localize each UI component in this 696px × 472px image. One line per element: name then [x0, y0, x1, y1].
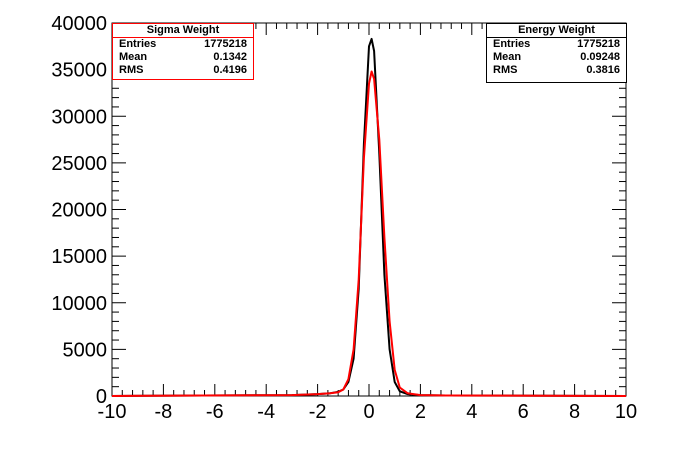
- energy-mean-value: 0.09248: [580, 51, 620, 63]
- energy-entries-row: Entries 1775218: [487, 38, 626, 51]
- sigma-entries-label: Entries: [119, 38, 157, 50]
- sigma-entries-row: Entries 1775218: [113, 38, 253, 51]
- x-tick-label: -10: [98, 401, 127, 423]
- energy-mean-row: Mean 0.09248: [487, 51, 626, 64]
- y-tick-label: 40000: [51, 13, 107, 35]
- y-tick-label: 5000: [63, 339, 108, 361]
- sigma-stats-title: Sigma Weight: [113, 24, 253, 38]
- x-tick-label: 8: [569, 401, 580, 423]
- energy-weight-stats-box: Energy Weight Entries 1775218 Mean 0.092…: [486, 23, 627, 83]
- series-lines: [111, 37, 627, 397]
- y-tick-label: 30000: [51, 106, 107, 128]
- x-tick-label: -4: [257, 401, 275, 423]
- y-tick-label: 15000: [51, 246, 107, 268]
- y-tick-label: 0: [96, 386, 107, 408]
- energy-rms-label: RMS: [493, 64, 518, 76]
- x-tick-label: -6: [206, 401, 224, 423]
- sigma-mean-value: 0.1342: [213, 51, 247, 63]
- energy-stats-title: Energy Weight: [487, 24, 626, 38]
- y-tick-label: 35000: [51, 60, 107, 82]
- sigma-rms-value: 0.4196: [213, 64, 247, 76]
- x-tick-label: -8: [155, 401, 173, 423]
- axis-tick-labels: -10 -8 -6 -4 -2 0 2 4 6 8 10 0 5000 10000 15000 20000 25…: [51, 13, 637, 423]
- energy-entries-label: Entries: [493, 38, 531, 50]
- sigma-mean-label: Mean: [119, 51, 148, 63]
- sigma-weight-stats-box: Sigma Weight Entries 1775218 Mean 0.1342…: [112, 23, 254, 80]
- energy-entries-value: 1775218: [577, 38, 620, 50]
- x-tick-label: 6: [518, 401, 529, 423]
- series-line-sigma-weight: [111, 70, 627, 397]
- sigma-rms-label: RMS: [119, 64, 144, 76]
- y-tick-label: 10000: [51, 293, 107, 315]
- x-tick-label: 0: [363, 401, 374, 423]
- y-tick-label: 25000: [51, 153, 107, 175]
- sigma-mean-row: Mean 0.1342: [113, 51, 253, 64]
- sigma-entries-value: 1775218: [204, 38, 247, 50]
- x-tick-label: 2: [415, 401, 426, 423]
- x-tick-label: 10: [615, 401, 637, 423]
- energy-mean-label: Mean: [493, 51, 522, 63]
- x-tick-label: 4: [466, 401, 477, 423]
- energy-rms-value: 0.3816: [586, 64, 620, 76]
- sigma-rms-row: RMS 0.4196: [113, 64, 253, 77]
- x-tick-label: -2: [309, 401, 327, 423]
- energy-rms-row: RMS 0.3816: [487, 64, 626, 77]
- y-tick-label: 20000: [51, 200, 107, 222]
